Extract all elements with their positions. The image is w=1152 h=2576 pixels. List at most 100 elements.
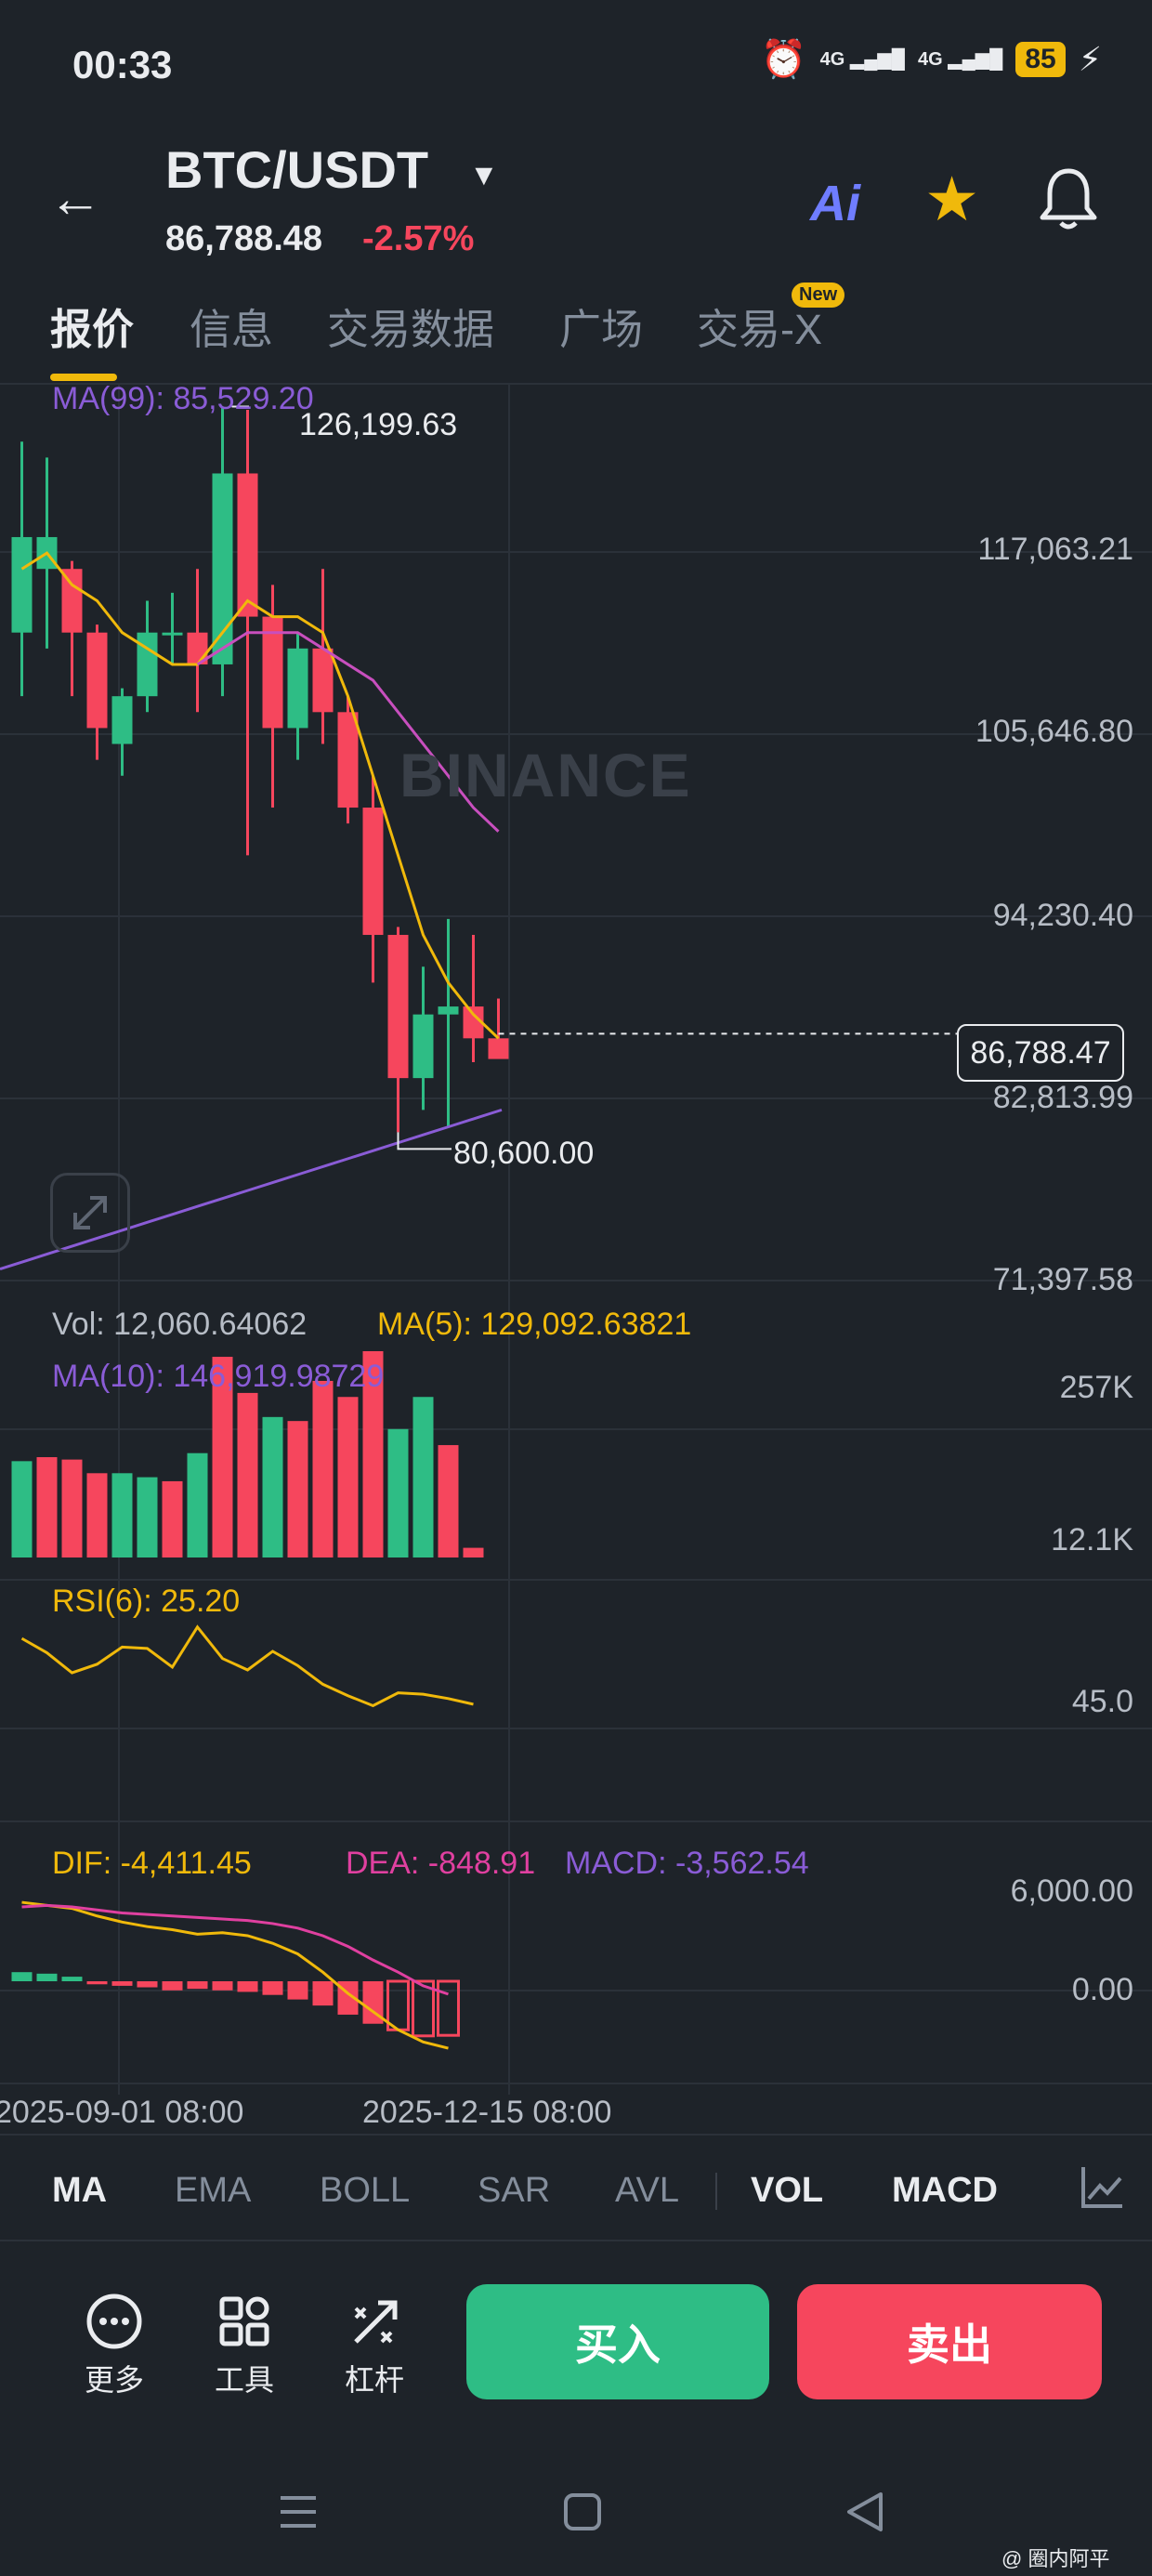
candle-body: [262, 616, 283, 729]
chart-grid: [0, 385, 1152, 2095]
network-signal-icon: 4G ▂▄▆█: [819, 49, 905, 70]
candle-body: [11, 536, 33, 633]
macd-histogram-bar: [437, 1979, 460, 2037]
home-nav-icon[interactable]: [561, 2491, 604, 2538]
leverage-label: 杠杆: [344, 2363, 404, 2397]
candles: [11, 406, 509, 1133]
candle-body: [162, 632, 183, 636]
alarm-icon: ⏰: [760, 39, 807, 80]
chart-settings-icon[interactable]: [1078, 2163, 1126, 2216]
volume-bar: [312, 1380, 334, 1557]
back-arrow-icon[interactable]: ←: [48, 168, 102, 229]
tab-bar: 报价 信息 交易数据 广场 交易-X: [0, 279, 1152, 381]
volume-bar: [61, 1459, 83, 1557]
rsi-label: RSI(6): 25.20: [52, 1584, 241, 1619]
more-icon: [63, 2292, 165, 2357]
macd-histogram-bar: [11, 1972, 33, 1981]
more-button[interactable]: 更多: [63, 2292, 165, 2399]
expand-chart-button[interactable]: [50, 1173, 130, 1253]
ma10-line: [196, 631, 500, 833]
ma99-label: MA(99): 85,529.20: [52, 381, 314, 416]
y-axis-label: 117,063.21: [977, 532, 1133, 567]
rsi-line: [20, 1624, 474, 1708]
tab-quote[interactable]: 报价: [50, 306, 135, 353]
tools-button[interactable]: 工具: [193, 2292, 295, 2399]
more-label: 更多: [84, 2363, 144, 2397]
ma99-line: [0, 1108, 503, 1271]
macd-label: MACD: -3,562.54: [565, 1846, 809, 1881]
volume-bar: [463, 1547, 484, 1557]
back-nav-icon[interactable]: [844, 2491, 886, 2538]
ai-icon[interactable]: Ai: [810, 176, 860, 231]
macd-histogram-bar: [362, 1981, 384, 2024]
indicator-macd[interactable]: MACD: [892, 2171, 998, 2210]
volume-axis-label: 12.1K: [1051, 1522, 1133, 1557]
ma5-line: [20, 551, 500, 1040]
dif-label: DIF: -4,411.45: [52, 1846, 252, 1881]
y-axis-label: 94,230.40: [992, 898, 1133, 933]
macd-histogram-bar: [212, 1981, 233, 1991]
indicator-ma[interactable]: MA: [52, 2171, 108, 2210]
bell-icon[interactable]: [1039, 165, 1098, 235]
volume-bar: [362, 1351, 384, 1557]
macd-histogram-bar: [312, 1981, 334, 2006]
indicator-vol[interactable]: VOL: [751, 2171, 824, 2210]
tab-info[interactable]: 信息: [190, 306, 274, 353]
indicator-avl[interactable]: AVL: [615, 2171, 680, 2210]
macd-histogram-bar: [137, 1981, 158, 1988]
volume-bar: [111, 1473, 133, 1557]
new-badge: New: [792, 283, 845, 308]
volume-bar: [438, 1445, 459, 1557]
bottom-toolbar: 更多 工具 杠杆: [0, 2240, 1152, 2425]
candle-body: [438, 1006, 459, 1015]
candle-body: [463, 1006, 484, 1039]
high-label: 126,199.63: [299, 407, 458, 442]
macd-histogram-bar: [61, 1977, 83, 1981]
indicator-sar[interactable]: SAR: [478, 2171, 551, 2210]
footer-watermark: @ 圈内阿平: [1001, 2547, 1110, 2570]
indicator-boll[interactable]: BOLL: [320, 2171, 411, 2210]
dea-label: DEA: -848.91: [346, 1846, 536, 1881]
volume-bar: [137, 1477, 158, 1557]
last-price: 86,788.48: [165, 219, 323, 258]
y-axis-label: 105,646.80: [975, 714, 1133, 749]
sell-button[interactable]: 卖出: [797, 2284, 1102, 2399]
indicator-separator: [715, 2173, 717, 2210]
macd-axis-label: 0.00: [1071, 1972, 1133, 2007]
low-marker: [397, 1132, 452, 1150]
tab-trade-data[interactable]: 交易数据: [327, 306, 495, 353]
candle-body: [362, 808, 384, 936]
candle-body: [237, 473, 258, 617]
rsi-line: [20, 1624, 474, 1708]
expand-icon: [73, 1196, 107, 1229]
tab-active-indicator: [50, 374, 117, 381]
indicator-bar: MA EMA BOLL SAR AVL VOL MACD: [0, 2137, 1152, 2240]
buy-button[interactable]: 买入: [466, 2284, 769, 2399]
tab-square[interactable]: 广场: [559, 306, 644, 353]
leverage-button[interactable]: 杠杆: [323, 2292, 425, 2399]
tab-trade-x[interactable]: 交易-X: [697, 306, 823, 353]
status-icons: ⏰ 4G ▂▄▆█ 4G ▂▄▆█ 85 ⚡: [761, 37, 1102, 81]
pair-title[interactable]: BTC/USDT: [165, 140, 429, 199]
favorite-star-icon[interactable]: ★: [924, 164, 980, 233]
dif-line: [21, 1900, 449, 2050]
volume-bar: [162, 1480, 183, 1557]
volume-bar: [262, 1416, 283, 1557]
macd-histogram-bar: [36, 1973, 58, 1981]
network-signal-icon-2: 4G ▂▄▆█: [917, 49, 1003, 70]
chevron-down-icon[interactable]: ▼: [469, 158, 499, 191]
current-price-tag[interactable]: 86,788.47: [957, 1024, 1124, 1082]
system-nav-bar: [0, 2453, 1152, 2576]
macd-histogram-bar: [111, 1981, 133, 1986]
macd-histogram-bar: [262, 1981, 283, 1995]
dea-line: [21, 1903, 449, 1996]
candle-body: [387, 935, 409, 1079]
menu-nav-icon[interactable]: [277, 2491, 320, 2538]
divider: [0, 2134, 1152, 2136]
volume-bars: [11, 1351, 484, 1557]
kline-chart[interactable]: [0, 385, 1152, 2132]
indicator-ema[interactable]: EMA: [175, 2171, 252, 2210]
candle-body: [61, 569, 83, 633]
volume-bar: [337, 1397, 359, 1557]
x-axis-label: 2025-09-01 08:00: [0, 2095, 244, 2130]
